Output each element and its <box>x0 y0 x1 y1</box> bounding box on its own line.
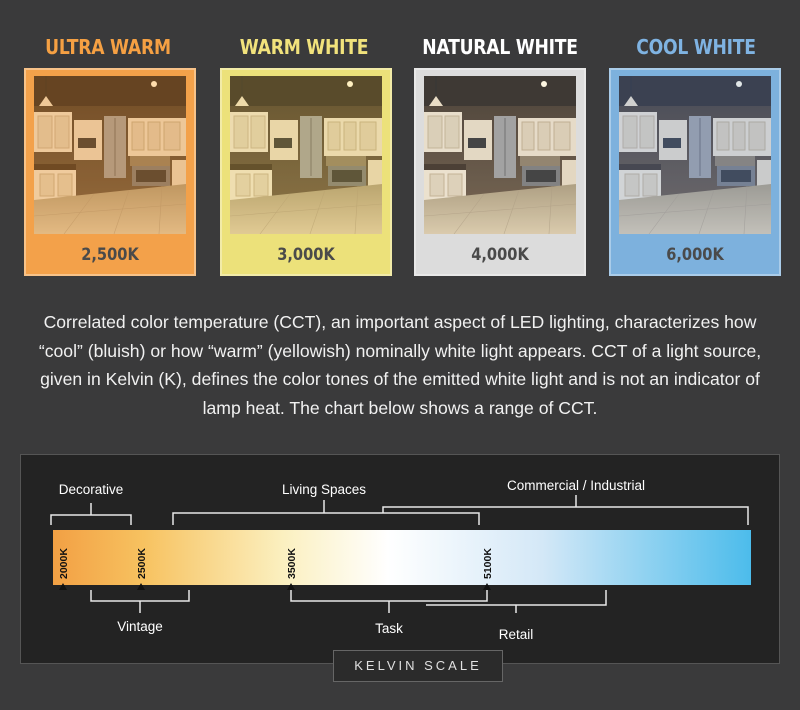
tick-2000k: 2000K <box>58 548 70 590</box>
bracket-retail <box>426 590 607 613</box>
lower-brackets <box>90 590 607 613</box>
kitchen-illustration <box>230 76 382 234</box>
tick-2500k: 2500K <box>136 548 148 590</box>
kitchen-illustration <box>34 76 186 234</box>
card-ultra-warm: 2,500K <box>24 68 196 276</box>
kelvin-scale-svg: Decorative Living Spaces Commercial / In… <box>50 478 751 642</box>
bracket-commercial <box>382 495 749 525</box>
card-cool: 6,000K <box>609 68 781 276</box>
card-title-cool: COOL WHITE <box>636 35 756 59</box>
card-value: 6,000K <box>666 245 724 265</box>
tick-label: 2000K <box>58 548 70 579</box>
upper-brackets <box>50 495 749 525</box>
card-title-warm: WARM WHITE <box>239 35 369 59</box>
kitchen-photo <box>34 76 186 234</box>
label-decorative: Decorative <box>59 482 124 497</box>
kitchen-photo <box>230 76 382 234</box>
tick-marker-icon <box>483 583 491 590</box>
kitchen-photo <box>424 76 576 234</box>
tick-marker-icon <box>287 583 295 590</box>
card-natural: 4,000K <box>414 68 586 276</box>
kelvin-scale-title: KELVIN SCALE <box>333 650 503 682</box>
card-warm: 3,000K <box>220 68 392 276</box>
label-vintage: Vintage <box>117 619 163 634</box>
label-task: Task <box>375 621 403 636</box>
label-living-spaces: Living Spaces <box>282 482 366 497</box>
tick-3500k: 3500K <box>286 548 298 590</box>
bracket-living-spaces <box>172 500 480 525</box>
kitchen-illustration <box>424 76 576 234</box>
card-value: 2,500K <box>81 245 139 265</box>
kelvin-scale-diagram: Decorative Living Spaces Commercial / In… <box>20 454 780 664</box>
bracket-decorative <box>50 503 132 525</box>
tick-label: 3500K <box>286 548 298 579</box>
label-retail: Retail <box>499 627 534 642</box>
card-title-ultra-warm: ULTRA WARM WHITE <box>45 35 171 93</box>
card-value: 3,000K <box>277 245 335 265</box>
tick-5100k: 5100K <box>482 548 494 590</box>
kitchen-illustration <box>619 76 771 234</box>
tick-marker-icon <box>59 583 67 590</box>
kelvin-gradient-bar <box>53 530 751 585</box>
label-commercial-industrial: Commercial / Industrial <box>507 478 645 493</box>
bracket-task <box>290 590 488 613</box>
tick-label: 5100K <box>482 548 494 579</box>
cct-description: Correlated color temperature (CCT), an i… <box>38 312 762 418</box>
kitchen-photo <box>619 76 771 234</box>
tick-marker-icon <box>137 583 145 590</box>
card-title-natural: NATURAL WHITE <box>422 35 578 59</box>
card-value: 4,000K <box>471 245 529 265</box>
bracket-vintage <box>90 590 190 613</box>
tick-label: 2500K <box>136 548 148 579</box>
